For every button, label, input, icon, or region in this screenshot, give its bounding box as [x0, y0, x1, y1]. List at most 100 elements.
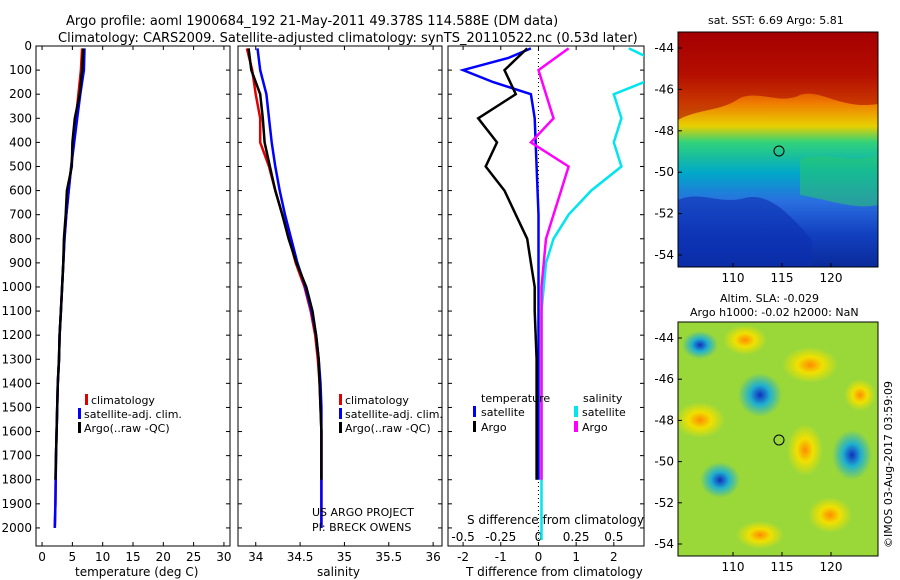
map-x-tick-label: 115 [771, 560, 794, 574]
series-line-satellite-adj-clim- [53, 48, 86, 528]
x-tick-label: 1 [572, 550, 580, 564]
x-tick-label: 10 [95, 550, 110, 564]
sla-feature [723, 325, 767, 355]
temperature-panel-frame [35, 45, 231, 547]
x-tick-label-salinity: -0.5 [451, 530, 474, 544]
y-tick-label: 200 [9, 87, 32, 101]
y-tick-label: 600 [9, 184, 32, 198]
sla-argo-location-marker [773, 434, 785, 446]
difference-xlabel: T difference from climatology [465, 565, 643, 579]
legend-swatch-argo [78, 422, 81, 433]
y-tick-label: 100 [9, 63, 32, 77]
x-tick-label: 34.5 [287, 550, 314, 564]
series-line-sal-argo [528, 47, 571, 480]
y-tick-label: 500 [9, 159, 32, 173]
header-line2: Climatology: CARS2009. Satellite-adjuste… [58, 31, 638, 46]
header-line1: Argo profile: aoml 1900684_192 21-May-20… [66, 14, 558, 29]
x-tick-label: 25 [186, 550, 201, 564]
difference-legend: temperature salinity satellite Argo sate… [473, 392, 626, 434]
sla-map [675, 321, 879, 557]
sst-map-frame [677, 31, 879, 268]
map-y-tick-label: -52 [654, 207, 674, 221]
legend-swatch-s-satellite [574, 406, 578, 417]
x-tick-label: 0 [38, 550, 46, 564]
sla-feature [675, 402, 725, 438]
legend-title-salinity: salinity [583, 392, 623, 405]
legend-label-s-satellite: satellite [582, 406, 626, 419]
map-y-tick-label: -48 [654, 124, 674, 138]
legend-label-satellite: satellite-adj. clim. [345, 408, 443, 421]
y-tick-label: 400 [9, 135, 32, 149]
legend-swatch-argo [339, 422, 342, 433]
map-y-tick-label: -44 [654, 41, 674, 55]
map-y-tick-label: -46 [654, 372, 674, 386]
x-tick-label: 35 [337, 550, 352, 564]
series-line-climatology [245, 48, 323, 528]
x-tick-label: 34 [248, 550, 263, 564]
y-tick-label: 1200 [1, 328, 32, 342]
legend-swatch-t-argo [473, 421, 476, 432]
legend-swatch-t-satellite [473, 406, 476, 417]
sst-warm-front [678, 32, 878, 120]
map-y-tick-label: -54 [654, 537, 674, 551]
map-y-tick-label: -54 [654, 248, 674, 262]
salinity-xlabel: salinity [317, 565, 360, 579]
series-line-argo [476, 47, 538, 480]
sst-green-tongue [800, 155, 878, 207]
series-line-satellite-adj-clim- [256, 48, 323, 528]
x-tick-label: 5 [69, 550, 77, 564]
legend-swatch-satellite [78, 408, 81, 419]
map-x-tick-label: 110 [722, 560, 745, 574]
x-tick-label-salinity: 0.5 [604, 530, 623, 544]
y-tick-label: 1800 [1, 473, 32, 487]
sla-feature [787, 424, 823, 476]
series-line-argo-raw-qc- [54, 48, 85, 480]
y-tick-label: 1000 [1, 280, 32, 294]
y-tick-label: 1600 [1, 425, 32, 439]
x-tick-label-salinity: 0.25 [563, 530, 590, 544]
map-y-tick-label: -52 [654, 496, 674, 510]
sla-feature [736, 521, 784, 549]
salinity-legend: climatology satellite-adj. clim. Argo(..… [339, 394, 443, 435]
x-tick-label: -2 [457, 550, 469, 564]
y-tick-label: 0 [24, 39, 32, 53]
sla-map-title2: Argo h1000: -0.02 h2000: NaN [690, 306, 859, 319]
map-x-tick-label: 120 [820, 560, 843, 574]
sla-feature [738, 373, 782, 417]
temperature-xlabel: temperature (deg C) [75, 565, 198, 579]
y-tick-label: 1300 [1, 352, 32, 366]
legend-title-temperature: temperature [481, 392, 550, 405]
salinity-panel-frame [237, 45, 443, 547]
x-tick-label-salinity: 0 [535, 530, 543, 544]
legend-label-s-argo: Argo [582, 421, 608, 434]
x-tick-label: 20 [156, 550, 171, 564]
sla-feature [832, 430, 872, 480]
sla-feature [782, 347, 838, 383]
series-line-argo-raw-qc- [247, 48, 323, 480]
y-tick-label: 1400 [1, 376, 32, 390]
y-tick-label: 300 [9, 111, 32, 125]
legend-swatch-climatology [85, 394, 88, 405]
map-y-tick-label: -46 [654, 82, 674, 96]
legend-label-argo: Argo(..raw -QC) [345, 422, 431, 435]
x-tick-label: -1 [495, 550, 507, 564]
x-tick-label: 2 [610, 550, 618, 564]
difference-panel-frame [447, 45, 645, 547]
imos-timestamp: ©IMOS 03-Aug-2017 03:59:09 [882, 381, 895, 548]
map-x-tick-label: 115 [771, 271, 794, 285]
legend-label-climatology: climatology [91, 394, 155, 407]
x-tick-label: 35.5 [375, 550, 402, 564]
temperature-legend: climatology satellite-adj. clim. Argo(..… [78, 394, 182, 435]
legend-label-climatology: climatology [345, 394, 409, 407]
y-tick-label: 1900 [1, 497, 32, 511]
y-tick-label: 700 [9, 208, 32, 222]
project-credit: US ARGO PROJECT [312, 506, 414, 519]
y-tick-label: 1700 [1, 449, 32, 463]
sla-feature [700, 462, 740, 498]
map-y-tick-label: -44 [654, 331, 674, 345]
sst-cold-patch [678, 196, 812, 267]
pi-credit: PI: BRECK OWENS [312, 521, 411, 534]
series-line-satellite [459, 47, 540, 480]
x-tick-label: 30 [216, 550, 231, 564]
